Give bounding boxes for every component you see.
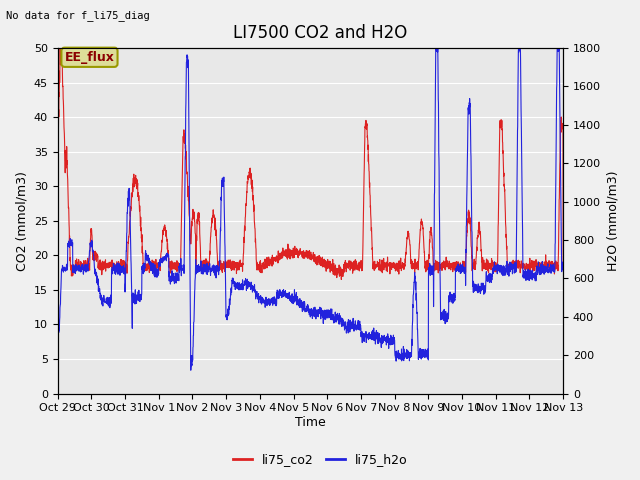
li75_h2o <box>495 264 503 270</box>
li75_co2 <box>54 162 61 168</box>
Line: li75_co2: li75_co2 <box>58 48 563 279</box>
li75_h2o <box>141 252 149 258</box>
li75_h2o <box>54 328 61 334</box>
Legend: li75_co2, li75_h2o: li75_co2, li75_h2o <box>228 448 412 471</box>
li75_h2o <box>187 367 195 373</box>
li75_h2o <box>550 269 557 275</box>
Text: No data for f_li75_diag: No data for f_li75_diag <box>6 10 150 21</box>
li75_co2 <box>56 45 64 51</box>
li75_h2o <box>559 264 567 269</box>
li75_co2 <box>248 185 255 191</box>
Line: li75_h2o: li75_h2o <box>58 48 563 370</box>
li75_h2o <box>248 285 255 291</box>
Text: LI7500 CO2 and H2O: LI7500 CO2 and H2O <box>233 24 407 42</box>
li75_co2 <box>141 261 149 267</box>
li75_h2o <box>432 45 440 51</box>
li75_co2 <box>337 276 345 282</box>
li75_co2 <box>111 264 119 270</box>
X-axis label: Time: Time <box>295 416 326 429</box>
li75_h2o <box>111 263 119 269</box>
li75_h2o <box>269 294 277 300</box>
Y-axis label: CO2 (mmol/m3): CO2 (mmol/m3) <box>15 171 28 271</box>
li75_co2 <box>269 259 277 264</box>
Text: EE_flux: EE_flux <box>65 51 115 64</box>
li75_co2 <box>559 263 567 269</box>
Y-axis label: H2O (mmol/m3): H2O (mmol/m3) <box>607 170 620 271</box>
li75_co2 <box>495 166 503 171</box>
li75_co2 <box>550 261 557 267</box>
